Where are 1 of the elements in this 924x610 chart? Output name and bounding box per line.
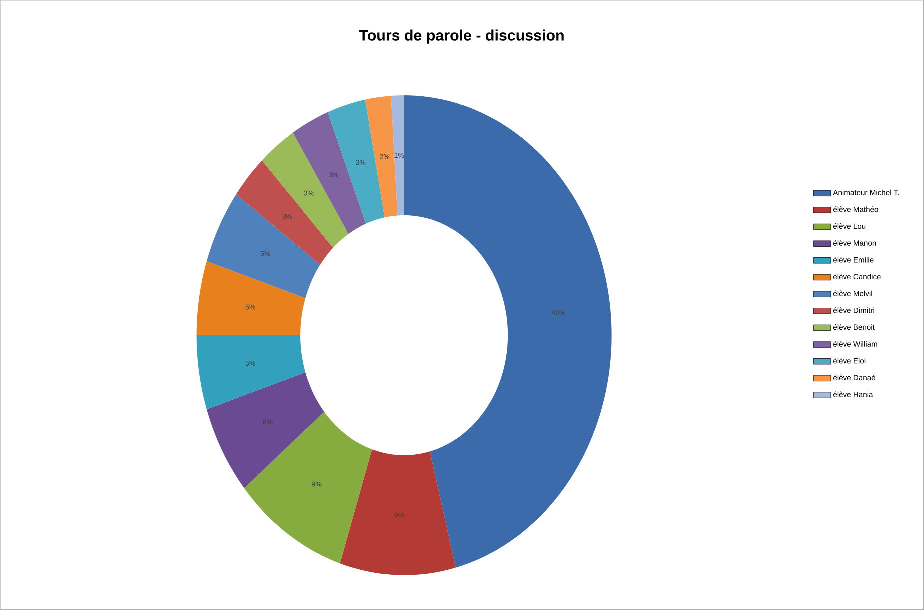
chart-title: Tours de parole - discussion bbox=[359, 30, 564, 44]
